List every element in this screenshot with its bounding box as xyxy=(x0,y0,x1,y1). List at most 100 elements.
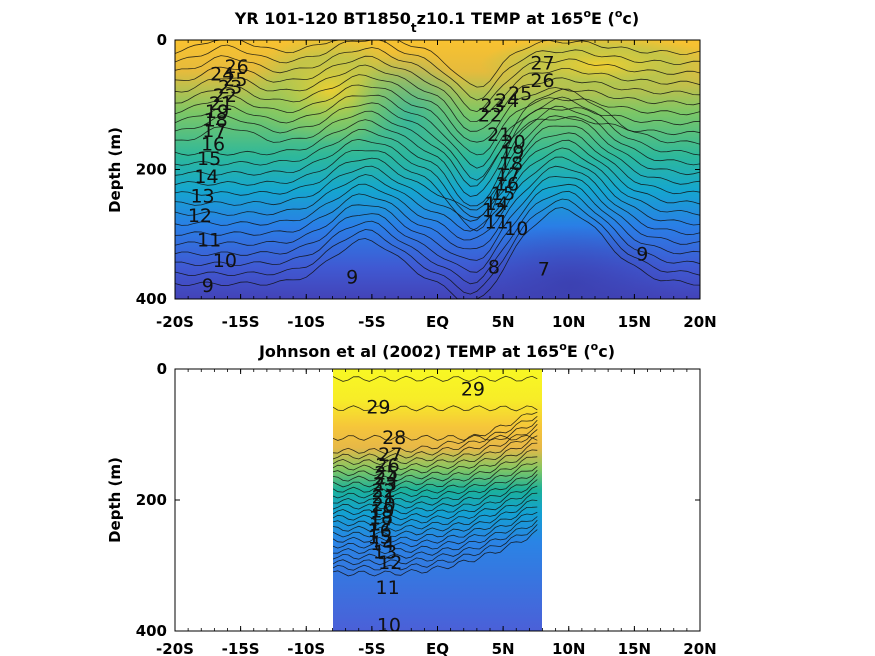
warm-bulge-right xyxy=(480,40,700,95)
x-tick-label: 15N xyxy=(618,640,651,656)
contour-label: 18 xyxy=(204,110,228,132)
x-tick-label: EQ xyxy=(426,640,449,656)
contour-line xyxy=(333,434,538,441)
y-tick-label: 0 xyxy=(157,360,167,378)
x-tick-label: 5N xyxy=(492,313,515,331)
contour-line xyxy=(333,516,538,560)
contour-line xyxy=(175,84,700,156)
x-tick-label: 10N xyxy=(552,313,585,331)
contour-label: 22 xyxy=(478,104,502,126)
contour-label: 25 xyxy=(374,462,398,484)
contour-line xyxy=(175,156,700,241)
x-tick-label: -20S xyxy=(156,313,194,331)
contour-lines-top xyxy=(175,40,700,299)
y-tick-label: 200 xyxy=(136,491,167,509)
contour-label: 12 xyxy=(482,200,506,222)
green-bulge-eq xyxy=(350,50,470,190)
contour-line xyxy=(333,456,538,499)
contour-label: 12 xyxy=(378,552,402,574)
contour-label: 22 xyxy=(372,480,396,502)
contour-label: 15 xyxy=(197,148,221,170)
contour-line xyxy=(333,519,538,566)
contour-line xyxy=(175,125,700,232)
contour-line xyxy=(333,419,538,466)
contour-line xyxy=(333,524,538,571)
contour-label: 14 xyxy=(370,533,394,555)
contour-line xyxy=(333,405,538,412)
contour-label: 16 xyxy=(201,134,225,156)
title-top: YR 101-120 BT1850tz10.1 TEMP at 165oE (o… xyxy=(234,7,639,35)
contour-line xyxy=(175,74,700,143)
contour-line xyxy=(333,429,538,477)
x-tick-label: 15N xyxy=(618,313,651,331)
contour-label: 8 xyxy=(488,257,500,279)
contour-line xyxy=(175,94,700,169)
contour-label: 22 xyxy=(213,85,237,107)
contour-label: 27 xyxy=(530,53,554,75)
x-axis-bottom: -20S -15S -10S -5S EQ 5N 10N 15N 20N xyxy=(156,369,717,656)
contour-lines-bottom xyxy=(333,375,538,577)
contour-line xyxy=(333,529,538,577)
contour-label: 21 xyxy=(487,124,511,146)
y-tick-label: 0 xyxy=(157,31,167,49)
contour-line xyxy=(333,442,538,488)
contour-label: 19 xyxy=(370,500,394,522)
contour-line xyxy=(175,47,700,113)
contour-line xyxy=(333,499,538,543)
x-tick-label: 20N xyxy=(683,640,716,656)
contour-label: 21 xyxy=(372,487,396,509)
x-tick-label: -15S xyxy=(222,313,260,331)
contour-label: 17 xyxy=(202,120,226,142)
contour-line xyxy=(175,190,700,285)
x-tick-label: -5S xyxy=(358,640,385,656)
contour-line xyxy=(175,115,700,219)
contour-label: 17 xyxy=(496,164,520,186)
x-tick-label: 20N xyxy=(683,313,716,331)
x-tick-label: -10S xyxy=(287,313,325,331)
contour-label: 20 xyxy=(372,494,396,516)
y-axis-top: 0 200 400 xyxy=(136,31,700,308)
contour-line xyxy=(175,64,700,132)
x-tick-label: -10S xyxy=(287,640,325,656)
contour-label: 23 xyxy=(481,95,505,117)
panel-top: YR 101-120 BT1850tz10.1 TEMP at 165oE (o… xyxy=(106,7,717,331)
heatmap-field-bottom xyxy=(333,369,542,631)
ylabel-top: Depth (m) xyxy=(106,127,124,213)
x-tick-label: 5N xyxy=(492,640,515,656)
contour-line xyxy=(175,40,700,101)
contour-label: 25 xyxy=(508,83,532,105)
contour-label: 26 xyxy=(376,455,400,477)
contour-label: 9 xyxy=(202,275,214,297)
contour-line xyxy=(175,198,700,295)
contour-line xyxy=(175,96,700,197)
contour-label: 25 xyxy=(223,69,247,91)
y-tick-label: 200 xyxy=(136,161,167,179)
contour-line xyxy=(175,176,700,261)
contour-label: 15 xyxy=(491,183,515,205)
contour-label: 24 xyxy=(210,64,234,86)
x-axis-top: -20S -15S -10S -5S EQ 5N 10N 15N 20N xyxy=(156,40,717,331)
contour-line xyxy=(175,40,700,88)
contour-label: 16 xyxy=(495,174,519,196)
contour-line xyxy=(333,375,538,382)
contour-label: 19 xyxy=(500,141,524,163)
y-axis-bottom: 0 200 400 xyxy=(136,360,700,640)
y-tick-label: 400 xyxy=(136,290,167,308)
contour-label: 28 xyxy=(382,427,406,449)
contour-line xyxy=(333,479,538,527)
contour-line xyxy=(333,423,538,471)
contour-line xyxy=(175,88,700,187)
contour-line xyxy=(175,55,700,122)
contour-line xyxy=(175,147,700,232)
contour-label: 26 xyxy=(530,70,554,92)
contour-label: 19 xyxy=(205,101,229,123)
x-tick-label: EQ xyxy=(426,313,449,331)
contour-label: 21 xyxy=(209,93,233,115)
contour-line xyxy=(175,102,700,181)
contour-label: 10 xyxy=(213,250,237,272)
contour-label: 11 xyxy=(197,229,221,251)
contour-label: 26 xyxy=(225,56,249,78)
